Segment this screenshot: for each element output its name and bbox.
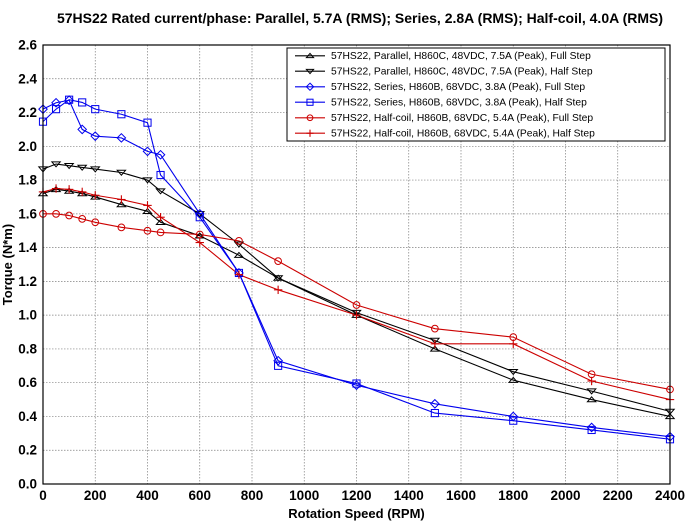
svg-text:0: 0	[39, 488, 47, 503]
svg-text:1400: 1400	[394, 488, 424, 503]
svg-text:57HS22, Parallel, H860C, 48VDC: 57HS22, Parallel, H860C, 48VDC, 7.5A (Pe…	[331, 67, 593, 78]
svg-text:600: 600	[189, 488, 212, 503]
svg-text:1.0: 1.0	[18, 308, 37, 323]
svg-text:2000: 2000	[550, 488, 580, 503]
svg-text:2.2: 2.2	[18, 105, 37, 120]
svg-text:2.4: 2.4	[18, 71, 37, 86]
svg-text:400: 400	[136, 488, 159, 503]
svg-text:0.8: 0.8	[18, 341, 37, 356]
svg-text:1800: 1800	[498, 488, 528, 503]
svg-text:57HS22, Series, H860B, 68VDC,: 57HS22, Series, H860B, 68VDC, 3.8A (Peak…	[331, 98, 587, 109]
svg-text:Rotation Speed (RPM): Rotation Speed (RPM)	[288, 506, 425, 521]
svg-text:2200: 2200	[603, 488, 633, 503]
svg-text:0.6: 0.6	[18, 375, 37, 390]
svg-text:1.8: 1.8	[18, 173, 37, 188]
svg-text:57HS22, Parallel, H860C, 48VDC: 57HS22, Parallel, H860C, 48VDC, 7.5A (Pe…	[331, 51, 591, 62]
svg-text:57HS22, Series, H860B, 68VDC,: 57HS22, Series, H860B, 68VDC, 3.8A (Peak…	[331, 82, 585, 93]
svg-text:0.2: 0.2	[18, 443, 37, 458]
svg-text:57HS22 Rated current/phase: Pa: 57HS22 Rated current/phase: Parallel, 5.…	[57, 10, 663, 26]
svg-text:2.6: 2.6	[18, 38, 37, 53]
svg-text:200: 200	[84, 488, 107, 503]
svg-text:1000: 1000	[289, 488, 319, 503]
svg-text:Torque (N*m): Torque (N*m)	[0, 224, 15, 305]
svg-text:1.2: 1.2	[18, 274, 37, 289]
svg-text:2.0: 2.0	[18, 139, 37, 154]
svg-text:57HS22, Half-coil, H860B, 68VD: 57HS22, Half-coil, H860B, 68VDC, 5.4A (P…	[331, 129, 595, 140]
svg-text:2400: 2400	[655, 488, 685, 503]
svg-text:800: 800	[241, 488, 264, 503]
svg-text:0.4: 0.4	[18, 409, 37, 424]
svg-text:1.4: 1.4	[18, 240, 37, 255]
svg-text:1600: 1600	[446, 488, 476, 503]
svg-text:1200: 1200	[341, 488, 371, 503]
svg-text:0.0: 0.0	[18, 477, 37, 492]
svg-text:57HS22, Half-coil, H860B, 68VD: 57HS22, Half-coil, H860B, 68VDC, 5.4A (P…	[331, 113, 593, 124]
svg-text:1.6: 1.6	[18, 206, 37, 221]
